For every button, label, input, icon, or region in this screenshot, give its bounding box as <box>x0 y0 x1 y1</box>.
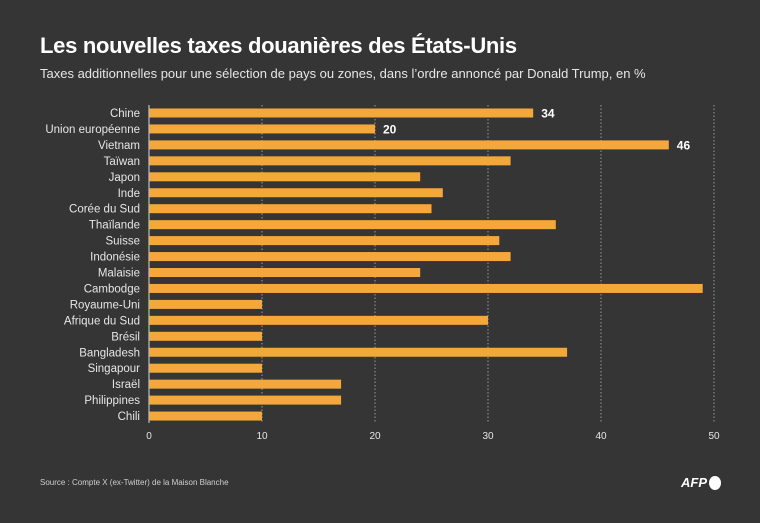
category-label: Corée du Sud <box>69 204 140 216</box>
x-tick-label: 0 <box>146 431 152 442</box>
data-label: 46 <box>677 138 691 152</box>
category-label: Taïwan <box>104 156 140 168</box>
bar <box>149 124 375 134</box>
bar <box>149 220 556 230</box>
bar <box>149 156 511 166</box>
category-label: Chili <box>118 411 140 423</box>
chart-title: Les nouvelles taxes douanières des États… <box>40 33 517 58</box>
bar <box>149 395 342 405</box>
bar <box>149 379 342 389</box>
category-label: Israël <box>112 379 140 391</box>
bar <box>149 283 703 293</box>
bar <box>149 331 262 341</box>
bar <box>149 108 534 118</box>
afp-logo: AFP <box>681 475 721 490</box>
category-label: Philippines <box>84 395 140 407</box>
category-label: Vietnam <box>98 140 140 152</box>
category-label: Thaïlande <box>89 220 140 232</box>
category-label: Royaume-Uni <box>70 299 140 311</box>
afp-logo-text: AFP <box>681 475 707 490</box>
category-label: Union européenne <box>45 124 140 136</box>
bar <box>149 252 511 262</box>
category-label: Brésil <box>111 331 140 343</box>
bar <box>149 363 262 373</box>
bar <box>149 299 262 309</box>
category-label: Indonésie <box>90 252 140 264</box>
category-label: Japon <box>109 172 140 184</box>
category-label: Malaisie <box>98 268 140 280</box>
x-tick-label: 30 <box>482 431 494 442</box>
bar <box>149 172 421 182</box>
x-tick-label: 40 <box>595 431 607 442</box>
category-label: Afrique du Sud <box>64 315 140 327</box>
category-label: Singapour <box>88 363 141 375</box>
bar <box>149 268 421 277</box>
x-tick-label: 20 <box>369 431 381 442</box>
bar <box>149 236 500 246</box>
bar <box>149 188 443 198</box>
x-tick-label: 10 <box>256 431 268 442</box>
chart-subtitle: Taxes additionnelles pour une sélection … <box>40 66 646 81</box>
category-label: Suisse <box>105 236 140 248</box>
category-label: Inde <box>118 188 140 200</box>
category-label: Chine <box>110 108 140 120</box>
bar <box>149 411 262 421</box>
data-label: 20 <box>383 122 397 136</box>
bar <box>149 140 669 150</box>
afp-logo-dot <box>709 475 721 490</box>
category-label: Cambodge <box>84 283 140 295</box>
bar <box>149 204 432 214</box>
category-label: Bangladesh <box>79 347 140 359</box>
data-label: 34 <box>541 107 555 121</box>
bar <box>149 347 568 357</box>
bar <box>149 315 488 325</box>
x-tick-label: 50 <box>708 431 720 442</box>
source-note: Source : Compte X (ex-Twitter) de la Mai… <box>40 478 229 487</box>
